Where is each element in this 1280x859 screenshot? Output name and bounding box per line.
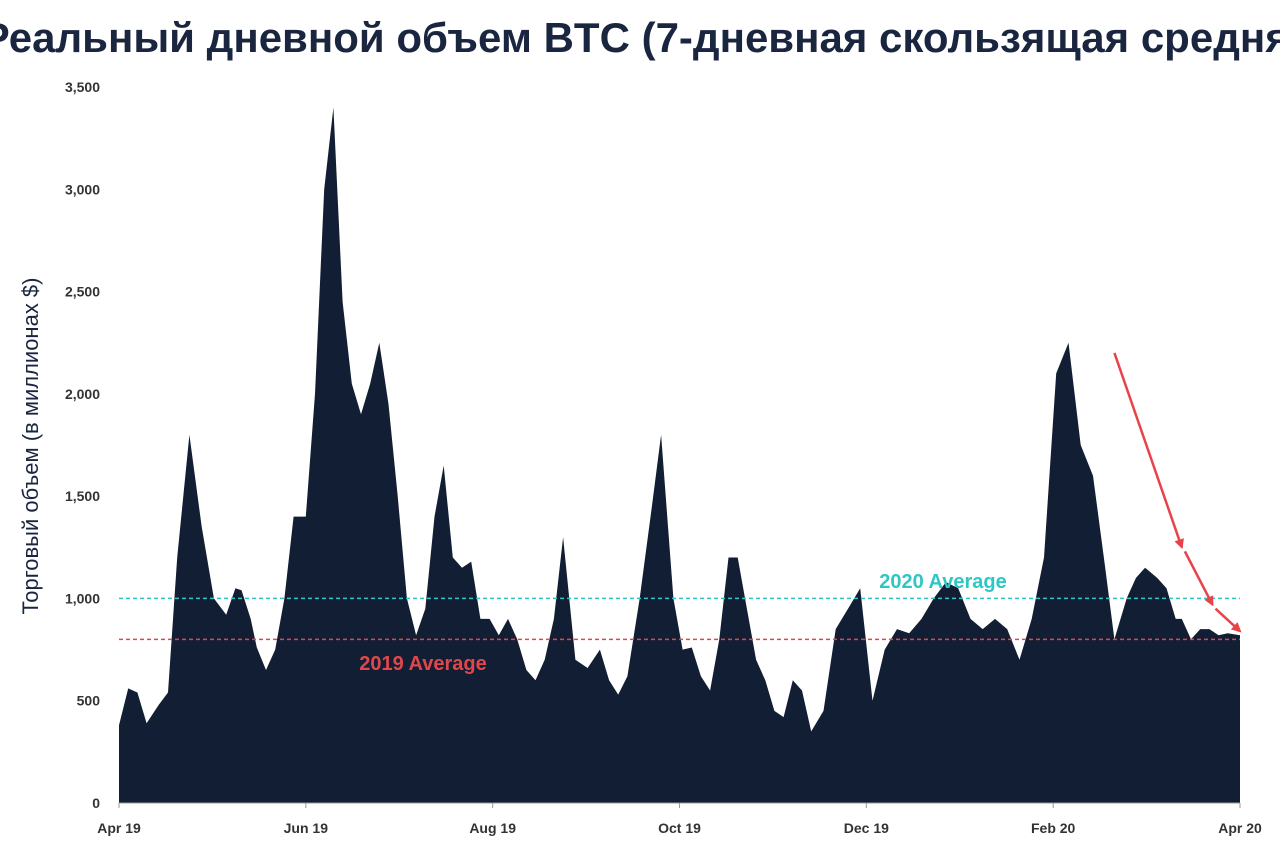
y-tick-label: 0 bbox=[92, 795, 100, 811]
y-tick-label: 3,500 bbox=[65, 79, 100, 95]
x-tick-label: Aug 19 bbox=[469, 820, 516, 836]
trend-arrow bbox=[1214, 607, 1242, 633]
reference-lines: 2020 Average 2019 Average bbox=[119, 571, 1240, 675]
chart-title: Реальный дневной объем BTC (7-дневная ск… bbox=[0, 14, 1280, 61]
y-tick-label: 1,000 bbox=[65, 590, 100, 606]
annotations bbox=[1113, 352, 1242, 633]
y-axis-label: Торговый объем (в миллионах $) bbox=[18, 278, 43, 615]
y-tick-label: 3,000 bbox=[65, 181, 100, 197]
x-tick-label: Apr 19 bbox=[97, 820, 141, 836]
x-tick-label: Apr 20 bbox=[1218, 820, 1262, 836]
x-tick-label: Feb 20 bbox=[1031, 820, 1076, 836]
area-layer bbox=[119, 107, 1240, 803]
trend-arrow bbox=[1183, 550, 1214, 607]
y-tick-label: 1,500 bbox=[65, 488, 100, 504]
volume-area bbox=[119, 107, 1240, 803]
axes: Apr 19 Jun 19 Aug 19 Oct 19 Dec 19 Feb 20 Apr … bbox=[65, 79, 1262, 836]
reference-label-2019-average: 2019 Average bbox=[359, 653, 487, 675]
x-tick-label: Oct 19 bbox=[658, 820, 701, 836]
y-tick-label: 2,000 bbox=[65, 386, 100, 402]
reference-label-2020-average: 2020 Average bbox=[879, 571, 1007, 593]
y-tick-label: 2,500 bbox=[65, 284, 100, 300]
x-tick-label: Jun 19 bbox=[284, 820, 329, 836]
y-tick-label: 500 bbox=[77, 693, 101, 709]
x-tick-label: Dec 19 bbox=[844, 820, 889, 836]
trend-arrow bbox=[1113, 352, 1184, 550]
